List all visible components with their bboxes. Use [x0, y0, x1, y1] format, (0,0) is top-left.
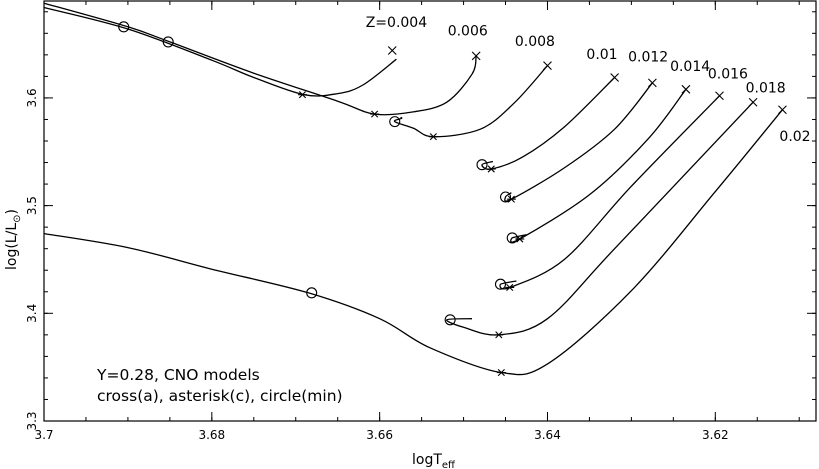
asterisk-marker-c — [486, 165, 496, 173]
track-line — [510, 88, 687, 243]
track-line — [504, 82, 653, 202]
cross-marker-a — [748, 97, 758, 107]
asterisk-marker-c — [494, 331, 504, 339]
cross-marker-a — [647, 78, 657, 88]
cross-marker-a — [778, 105, 787, 115]
series-label: Z=0.004 — [366, 15, 427, 31]
asterisk-marker-c — [297, 91, 307, 99]
asterisk-marker-c — [496, 368, 506, 377]
circle-marker-min — [306, 287, 318, 299]
series-label: 0.012 — [628, 49, 668, 65]
circle-marker-min — [389, 116, 401, 128]
series-label: 0.01 — [586, 47, 617, 63]
cross-marker-a — [471, 51, 481, 61]
track-line — [446, 101, 754, 336]
x-axis-label: logTeff — [412, 452, 456, 469]
circle-marker-min — [444, 314, 456, 326]
circle-marker-min — [499, 191, 512, 203]
asterisk-marker-c — [505, 283, 515, 292]
cross-marker-a — [387, 46, 397, 55]
y-axis-label: log(L/L⊙) — [4, 209, 23, 270]
asterisk-marker-c — [428, 133, 438, 141]
y-tick-label: 3.6 — [25, 88, 39, 107]
circle-marker-min — [476, 159, 488, 171]
annotation-line-1: Y=0.28, CNO models — [96, 366, 260, 384]
series-label: 0.018 — [746, 81, 786, 97]
asterisk-marker-c — [506, 195, 516, 203]
asterisk-marker-c — [515, 235, 525, 243]
circle-marker-min — [118, 21, 130, 33]
track-line — [43, 109, 783, 376]
series-labels: Z=0.004 0.006 0.008 0.01 0.0120.0140.0160.01… — [366, 15, 811, 145]
cross-marker-a — [681, 84, 691, 94]
y-axis-label-sub: ⊙ — [12, 214, 23, 222]
track-line — [43, 6, 397, 97]
annotation-line-2: cross(a), asterisk(c), circle(min) — [97, 387, 343, 405]
y-tick-label: 3.4 — [25, 304, 39, 323]
series-label: 0.02 — [779, 129, 810, 145]
circle-marker-min — [162, 36, 174, 48]
x-tick-label: 3.62 — [702, 428, 729, 442]
y-axis-label-close: ) — [4, 209, 20, 214]
track-line — [499, 95, 720, 290]
x-tick-label: 3.64 — [534, 428, 561, 442]
y-tick-label: 3.5 — [25, 196, 39, 215]
cross-marker-a — [543, 61, 552, 71]
cross-marker-a — [715, 91, 724, 101]
x-tick-label: 3.66 — [366, 428, 393, 442]
plot-frame — [43, 0, 817, 422]
y-tick-label: 3.3 — [25, 411, 39, 430]
y-axis-label-main: log(L/L — [4, 223, 20, 270]
x-axis-label-main: logT — [412, 452, 442, 468]
track-line — [481, 77, 616, 170]
track-line — [393, 65, 548, 138]
circle-marker-min — [494, 278, 507, 290]
track-markers — [118, 21, 787, 377]
x-tick-label: 3.7 — [34, 428, 53, 442]
series-label: 0.016 — [708, 67, 748, 83]
x-tick-label: 3.68 — [198, 428, 225, 442]
asterisk-marker-c — [370, 110, 380, 118]
series-label: 0.014 — [670, 59, 710, 75]
series-label: 0.006 — [448, 23, 488, 39]
circle-marker-min — [506, 232, 518, 244]
track-line — [43, 2, 477, 116]
series-label: 0.008 — [515, 34, 555, 50]
x-axis-label-sub: eff — [442, 460, 456, 469]
cross-marker-a — [610, 73, 619, 82]
axis-ticks: 3.7 3.68 3.66 3.64 3.62 3.3 3.4 3.5 3.6 — [25, 1, 816, 442]
